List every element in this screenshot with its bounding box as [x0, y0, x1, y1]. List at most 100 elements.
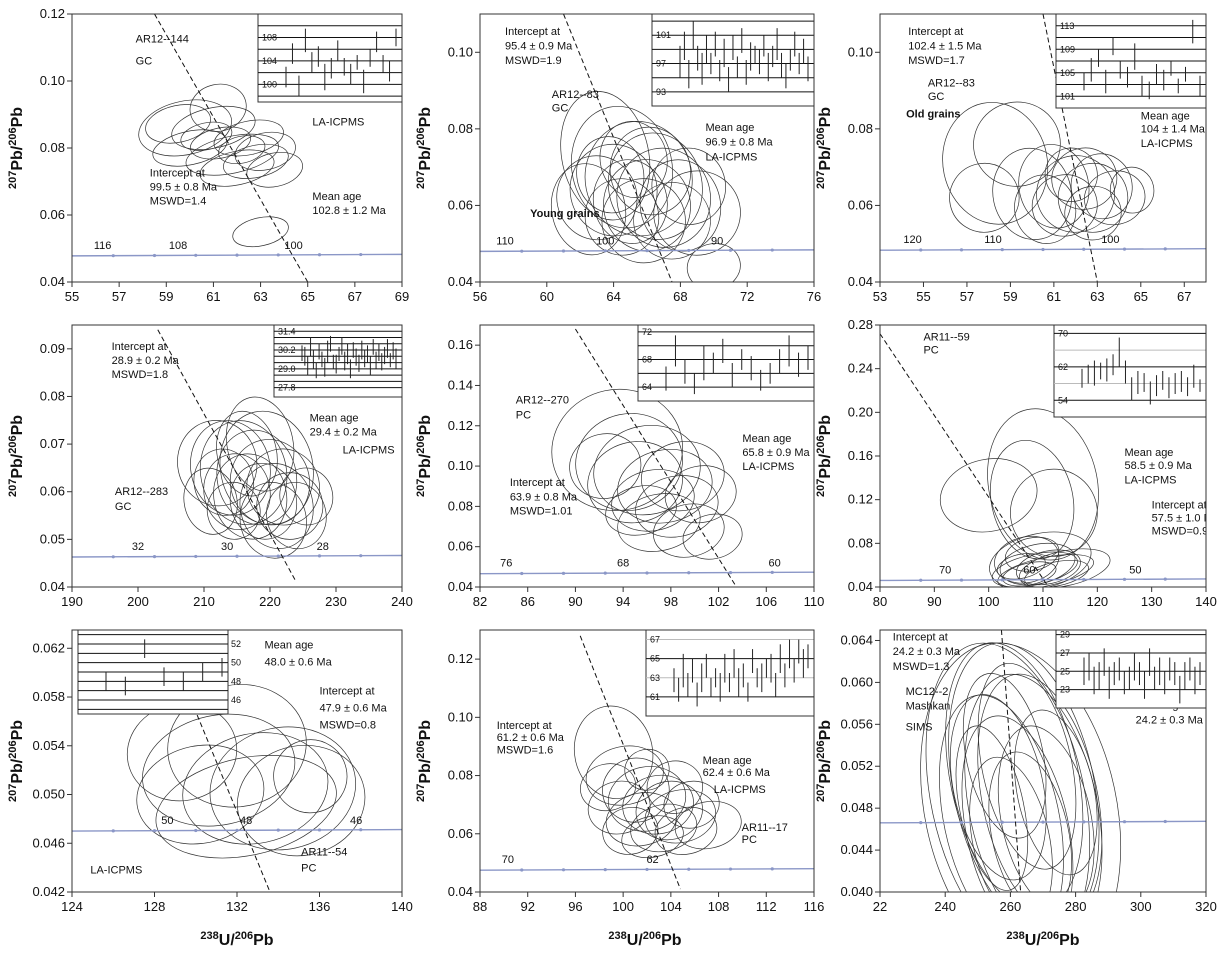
- error-ellipse: [560, 91, 651, 221]
- error-ellipse: [955, 725, 1029, 891]
- inset-tick-label: 63: [650, 673, 660, 683]
- x-tick-label: 136: [309, 899, 331, 914]
- error-ellipse: [573, 705, 654, 799]
- error-ellipse: [621, 815, 684, 858]
- x-tick-label: 22: [873, 899, 887, 914]
- y-axis-title-part: 206: [815, 127, 827, 145]
- y-tick-label: 0.062: [32, 640, 65, 655]
- y-tick-label: 0.12: [848, 492, 873, 507]
- annotation-text: 99.5 ± 0.8 Ma: [150, 182, 218, 194]
- error-ellipse: [580, 763, 637, 812]
- error-ellipse: [654, 806, 718, 855]
- annotation-text: LA-ICPMS: [705, 151, 757, 163]
- y-tick-label: 0.04: [448, 579, 473, 594]
- plot-area: 120 110 100 Intercept at 102.4 ± 1.5 Ma MSWD=…: [880, 14, 1206, 282]
- x-tick-label: 110: [1033, 594, 1054, 609]
- concordia-age-marker: [728, 867, 733, 871]
- x-tick-label: 59: [1003, 289, 1017, 304]
- error-ellipse: [1018, 144, 1090, 229]
- concordia-age-label: 100: [284, 240, 302, 252]
- annotation-text: Mean age: [703, 755, 752, 767]
- annotation-text: Intercept at: [112, 341, 167, 353]
- y-axis-title-part: Pb/: [417, 453, 434, 478]
- annotation-text: Intercept at: [150, 167, 205, 179]
- y-tick-label: 0.040: [840, 884, 873, 899]
- error-ellipse: [206, 481, 261, 540]
- error-ellipse: [1010, 468, 1098, 557]
- y-axis-title-part: 206: [7, 740, 19, 758]
- annotation-text: AR12--283: [115, 486, 168, 498]
- error-ellipse: [234, 131, 296, 171]
- x-axis-title-part: 238: [200, 930, 218, 942]
- y-tick-label: 0.060: [840, 674, 873, 689]
- error-ellipse: [682, 513, 743, 560]
- annotation-text: 28.9 ± 0.2 Ma: [112, 355, 180, 367]
- annotation-text: MSWD=1.01: [510, 505, 573, 517]
- inset-tick-label: 65: [650, 654, 660, 664]
- x-tick-label: 116: [804, 899, 825, 914]
- y-axis-title-part: Pb/: [817, 145, 834, 170]
- error-ellipse: [1057, 162, 1129, 233]
- x-tick-label: 88: [473, 899, 487, 914]
- annotation-text: AR12--270: [516, 395, 569, 407]
- mean-age-inset: 29 27 25 23: [1055, 630, 1206, 709]
- panels: 116 108 100 AR12--144 GC LA-ICPMS Intercept at…: [7, 6, 1219, 914]
- annotation-text: Mean age: [1141, 110, 1190, 122]
- y-axis-title-part: Pb: [817, 107, 834, 128]
- error-ellipse: [216, 429, 298, 526]
- y-tick-label: 0.054: [32, 738, 65, 753]
- annotation-text: Mean age: [310, 413, 359, 425]
- x-tick-label: 76: [807, 289, 821, 304]
- mean-age-inset: 72 68 64: [637, 325, 814, 402]
- error-ellipse: [663, 780, 720, 829]
- error-ellipse: [587, 780, 651, 835]
- x-tick-label: 86: [520, 594, 534, 609]
- error-ellipse: [674, 800, 742, 850]
- y-tick-label: 0.06: [40, 207, 65, 222]
- x-axis-title-part: Pb: [1059, 932, 1080, 949]
- x-tick-label: 200: [127, 594, 149, 609]
- error-ellipse: [183, 467, 238, 535]
- inset-tick-label: 62: [1058, 362, 1068, 372]
- annotation-text: MSWD=1.9: [505, 55, 562, 67]
- concordia-age-marker: [1122, 820, 1127, 824]
- y-tick-label: 0.052: [840, 758, 873, 773]
- inset-frame: [1055, 630, 1206, 709]
- annotation-text: 57.5 ± 1.0 Ma: [1152, 513, 1219, 525]
- inset-tick-label: 68: [642, 355, 652, 365]
- y-axis-title-part: Pb/: [417, 145, 434, 170]
- plot-area: 76 68 60 AR12--270 PC Mean age 65.8 ± 0.9 Ma LA…: [480, 325, 814, 587]
- y-tick-label: 0.04: [40, 274, 65, 289]
- concordia-age-label: 100: [596, 235, 614, 247]
- discordia-line: [157, 329, 297, 583]
- y-tick-label: 0.08: [448, 121, 473, 136]
- concordia-age-label: 120: [903, 234, 921, 246]
- concordia-age-marker: [317, 554, 322, 558]
- concordia-age-marker: [1082, 247, 1086, 251]
- y-axis-title-part: Pb/: [817, 453, 834, 478]
- annotation-text: MSWD=1.4: [150, 196, 207, 208]
- annotation-text: AR12--144: [136, 33, 189, 45]
- y-axis-title-part: 207: [415, 479, 427, 497]
- panel-2: 110 100 90 Intercept at 95.4 ± 0.9 Ma MSWD=1.…: [415, 13, 821, 304]
- plot-area: 32 30 28 Intercept at 28.9 ± 0.2 Ma MSWD=1.8 M…: [72, 325, 402, 583]
- concordia-age-marker: [959, 820, 964, 825]
- y-tick-label: 0.04: [40, 579, 65, 594]
- error-ellipse: [219, 410, 314, 525]
- inset-frame: [257, 14, 402, 103]
- inset-tick-label: 52: [231, 639, 241, 649]
- panel-3: 120 110 100 Intercept at 102.4 ± 1.5 Ma MSWD=…: [815, 13, 1207, 304]
- x-tick-label: 280: [1065, 899, 1087, 914]
- concordia-age-marker: [645, 249, 649, 253]
- x-tick-label: 63: [1090, 289, 1104, 304]
- panel-7: 50 48 46 Mean age 48.0 ± 0.6 Ma Intercept at 4…: [7, 629, 413, 914]
- y-tick-label: 0.04: [448, 274, 473, 289]
- annotation-text: Old grains: [906, 108, 960, 120]
- error-ellipse: [962, 673, 1047, 839]
- concordia-age-marker: [317, 828, 322, 832]
- concordia-age-marker: [194, 253, 198, 257]
- inset-frame: [637, 325, 814, 402]
- x-tick-label: 53: [873, 289, 887, 304]
- concordia-age-marker: [770, 570, 774, 574]
- inset-tick-label: 27: [1060, 648, 1070, 658]
